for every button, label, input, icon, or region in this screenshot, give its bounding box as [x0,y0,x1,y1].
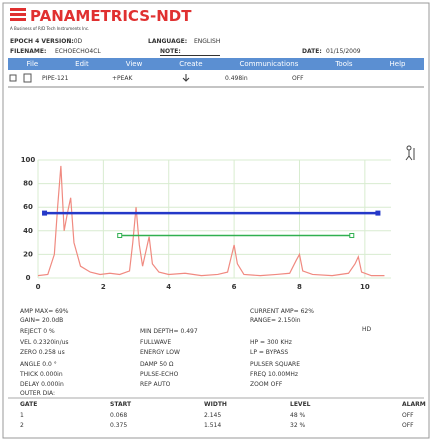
y-tick-label: 0 [26,274,31,282]
readout: THICK 0.000in [20,371,63,378]
readout: DAMP 50 Ω [140,361,174,368]
gate-end [117,233,123,239]
cell: 48 % [290,412,306,419]
label: DATE: [302,48,322,55]
x-tick-label: 8 [297,283,302,291]
logo [10,8,26,21]
reading: 0.498in [225,75,248,82]
cell: 0.068 [110,412,128,419]
readout: AMP MAX= 69% [20,308,69,315]
column-header: WIDTH [204,401,227,408]
readout: DELAY 0.000in [20,381,64,388]
readout: FREQ 10.00MHz [250,371,299,378]
menu-item[interactable]: Tools [335,60,353,68]
readout: ZERO 0.258 us [20,349,65,356]
value: ECHOECHO4CL [55,48,101,55]
readout: CURRENT AMP= 62% [250,308,314,315]
menu-item[interactable]: Communications [239,60,299,68]
readout: OUTER DIA: [20,390,56,397]
readout: MIN DEPTH= 0.497 [140,328,198,335]
icon[interactable] [23,73,32,83]
checkbox[interactable] [9,74,17,82]
cell: 2 [20,422,24,429]
menu-item[interactable]: Edit [75,60,89,68]
column-header: ALARM [402,401,426,408]
y-tick-label: 20 [23,250,33,258]
column-header: LEVEL [290,401,311,408]
readout: GAIN= 20.0dB [20,317,64,324]
x-tick-label: 2 [101,283,106,291]
menu-bar: File Edit View Create Communications Tools Hel… [8,58,424,70]
readout: FULLWAVE [140,339,172,346]
readout: ANGLE 0.0 ° [20,361,57,368]
readout: VEL 0.2320in/us [20,339,69,346]
value: 01/15/2009 [326,48,361,55]
readout: PULSE-ECHO [140,371,179,378]
readout: LP = BYPASS [250,349,289,356]
readout: PULSER SQUARE [250,361,301,368]
y-tick-label: 100 [21,156,36,164]
y-tick-label: 40 [23,227,33,235]
person-icon [405,145,415,161]
gate-end [375,210,381,216]
menu-item[interactable]: Help [389,60,406,68]
menu-item[interactable]: Create [179,60,203,68]
column-header: START [110,401,132,408]
cell: 0.375 [110,422,128,429]
pipe: PIPE-121 [42,75,69,82]
menu-item[interactable]: File [26,60,39,68]
cell: OFF [402,412,414,419]
x-tick-label: 10 [360,283,370,291]
readout: ZOOM OFF [250,381,283,388]
label: NOTE: [160,48,220,56]
cell: 32 % [290,422,306,429]
readout: REJECT 0 % [20,328,55,335]
cell: 2.145 [204,412,222,419]
y-tick-label: 80 [23,180,33,188]
menu-item[interactable]: View [125,60,143,68]
label: LANGUAGE: [148,38,188,45]
value: 1.0D [68,38,83,45]
readout: HP = 300 KHz [250,339,292,346]
brand: PANAMETRICS-NDT [30,7,192,25]
label: EPOCH 4 VERSION: [10,38,74,45]
value: ENGLISH [194,38,221,45]
label: FILENAME: [10,48,47,55]
alarm: OFF [292,75,304,82]
tagline: A Business of R/D Tech Instruments Inc. [10,26,90,31]
x-tick-label: 4 [166,283,171,291]
cell: 1.514 [204,422,222,429]
cell: 1 [20,412,24,419]
gate-end [349,233,355,239]
arrow-icon[interactable] [182,74,190,82]
readout: ENERGY LOW [140,349,180,356]
y-tick-label: 60 [23,203,33,211]
readout: RANGE= 2.150in [250,317,301,324]
hd: HD [362,326,372,333]
x-tick-label: 6 [232,283,237,291]
cell: OFF [402,422,414,429]
column-header: GATE [20,401,38,408]
gate-end [42,210,48,216]
waveform [37,165,385,277]
mode: +PEAK [112,75,133,82]
readout: REP AUTO [140,381,171,388]
x-tick-label: 0 [36,283,41,291]
